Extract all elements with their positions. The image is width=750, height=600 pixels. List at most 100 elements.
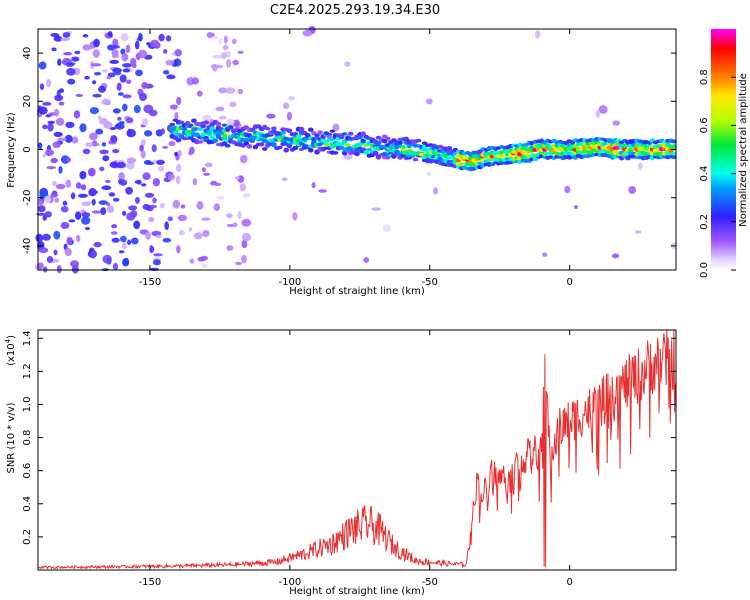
spectrogram-ridge-cell	[326, 134, 333, 139]
spectrogram-noise-cell	[56, 265, 62, 274]
spectrogram-x-label: Height of straight line (km)	[289, 286, 425, 297]
spectrogram-noise-cell	[107, 30, 113, 38]
spectrogram-noise-cell	[112, 108, 121, 114]
spectrogram-noise-cell	[109, 161, 119, 168]
spectrogram-noise-cell	[175, 175, 181, 185]
spectrogram-ridge-cell	[345, 143, 351, 147]
spectrogram-noise-cell	[140, 149, 146, 159]
spectrogram-noise-cell	[38, 201, 43, 206]
spectrogram-noise-cell	[101, 69, 109, 73]
spectrogram-noise-cell	[102, 254, 112, 264]
spectrogram-noise-cell	[237, 50, 244, 54]
spectrogram-noise-cell	[165, 59, 175, 66]
spectrogram-noise-cell	[542, 252, 548, 257]
spectrogram-noise-cell	[363, 257, 370, 263]
spectrogram-noise-cell	[123, 257, 130, 266]
spectrogram-noise-cell	[142, 117, 149, 126]
spectrogram-noise-cell	[97, 115, 102, 122]
spectrogram-noise-cell	[66, 236, 73, 245]
colorbar-label: Normalized spectral amplitude	[738, 73, 749, 227]
spectrogram-noise-cell	[635, 230, 642, 234]
spectrogram-noise-cell	[89, 107, 100, 115]
snr-frame	[37, 329, 677, 571]
spectrogram-noise-cell	[93, 38, 100, 48]
spectrogram-noise-cell	[58, 101, 65, 106]
spectrogram-noise-cell	[174, 111, 179, 121]
spectrogram-noise-cell	[612, 120, 621, 126]
spectrogram-noise-cell	[92, 142, 100, 147]
spectrogram-cells	[34, 25, 677, 274]
spectrogram-noise-cell	[166, 74, 176, 80]
spectrogram-noise-cell	[172, 199, 180, 209]
spectrogram-noise-cell	[85, 226, 90, 231]
spectrogram-ridge-cell	[246, 144, 253, 149]
spectrogram-noise-cell	[144, 192, 155, 198]
spectrogram-ridge-cell	[224, 144, 231, 148]
spectrogram-noise-cell	[133, 104, 141, 114]
spectrogram-noise-cell	[152, 178, 160, 187]
spectrogram-ridge-cell	[360, 131, 367, 136]
spectrogram-noise-cell	[112, 197, 120, 202]
spectrogram-noise-cell	[165, 35, 172, 42]
spectrogram-noise-cell	[46, 256, 54, 263]
spectrogram-noise-cell	[162, 238, 172, 243]
spectrogram-noise-cell	[266, 113, 276, 119]
spectrogram-y-label: Frequency (Hz)	[6, 112, 17, 188]
spectrogram-noise-cell	[211, 35, 219, 40]
spectrogram-ridge-cell	[363, 149, 370, 155]
spectrogram-noise-cell	[99, 149, 109, 155]
spectrogram-noise-cell	[53, 131, 63, 137]
spectrogram-noise-cell	[111, 135, 117, 143]
spectrogram-noise-cell	[151, 144, 157, 153]
spectrogram-noise-cell	[39, 83, 45, 90]
spectrogram-noise-cell	[122, 68, 131, 73]
spectrogram-noise-cell	[60, 37, 70, 41]
spectrogram-noise-cell	[55, 117, 65, 126]
chart-title: C2E4.2025.293.19.34.E30	[270, 3, 440, 18]
spectrogram-noise-cell	[44, 195, 52, 204]
spectrogram-noise-cell	[120, 33, 129, 42]
spectrogram-noise-cell	[213, 182, 222, 186]
snr-multiplier: (x104)	[4, 335, 17, 366]
spectrogram-noise-cell	[90, 250, 97, 257]
spectrogram-noise-cell	[573, 205, 579, 209]
spectrogram-noise-cell	[127, 239, 132, 246]
spectrogram-noise-cell	[91, 198, 96, 206]
spectrogram-noise-cell	[120, 235, 127, 243]
spectrogram-noise-cell	[111, 224, 118, 229]
colorbar-tick-label: 0.2	[699, 214, 710, 230]
spectrogram-noise-cell	[134, 40, 140, 50]
spectrogram-noise-cell	[611, 253, 620, 259]
spectrogram-noise-cell	[201, 167, 206, 173]
spectrogram-ridge-cell	[203, 120, 209, 125]
spectrogram-noise-cell	[100, 207, 107, 216]
spectrogram-noise-cell	[65, 157, 71, 163]
colorbar-tick-label: 0.0	[699, 262, 710, 278]
spectrogram-noise-cell	[121, 52, 129, 62]
spectrogram-noise-cell	[82, 44, 92, 51]
snr-y-tick-label: 0.6	[22, 463, 33, 479]
spectrogram-noise-cell	[37, 205, 46, 213]
spectrogram-noise-cell	[117, 92, 124, 96]
spectrogram-ridge-cell	[314, 133, 320, 137]
spectrogram-noise-cell	[122, 63, 132, 68]
spectrogram-noise-cell	[55, 183, 66, 190]
colorbar-tick-label: 0.8	[699, 69, 710, 85]
spectrogram-noise-cell	[101, 142, 107, 147]
spectrogram-ridge-cell	[175, 138, 182, 143]
spectrogram-ridge-cell	[385, 136, 391, 141]
snr-y-ticks: 0.2 0.4 0.6 0.8 1.0 1.2 1.4	[22, 330, 676, 545]
spectrogram-ridge-cell	[671, 144, 677, 149]
spectrogram-noise-cell	[203, 172, 211, 176]
spectrogram-noise-cell	[169, 104, 178, 110]
spectrogram-noise-cell	[38, 106, 48, 115]
spectrogram-noise-cell	[148, 204, 157, 209]
spectrogram-x-tick-label: -50	[422, 277, 438, 288]
spectrogram-noise-cell	[226, 213, 233, 219]
spectrogram-ridge-cell	[295, 134, 302, 139]
spectrogram-noise-cell	[174, 49, 182, 57]
snr-x-ticks: -150 -100 -50 0	[139, 330, 573, 588]
spectrogram-noise-cell	[102, 155, 110, 162]
spectrogram-noise-cell	[176, 163, 182, 173]
